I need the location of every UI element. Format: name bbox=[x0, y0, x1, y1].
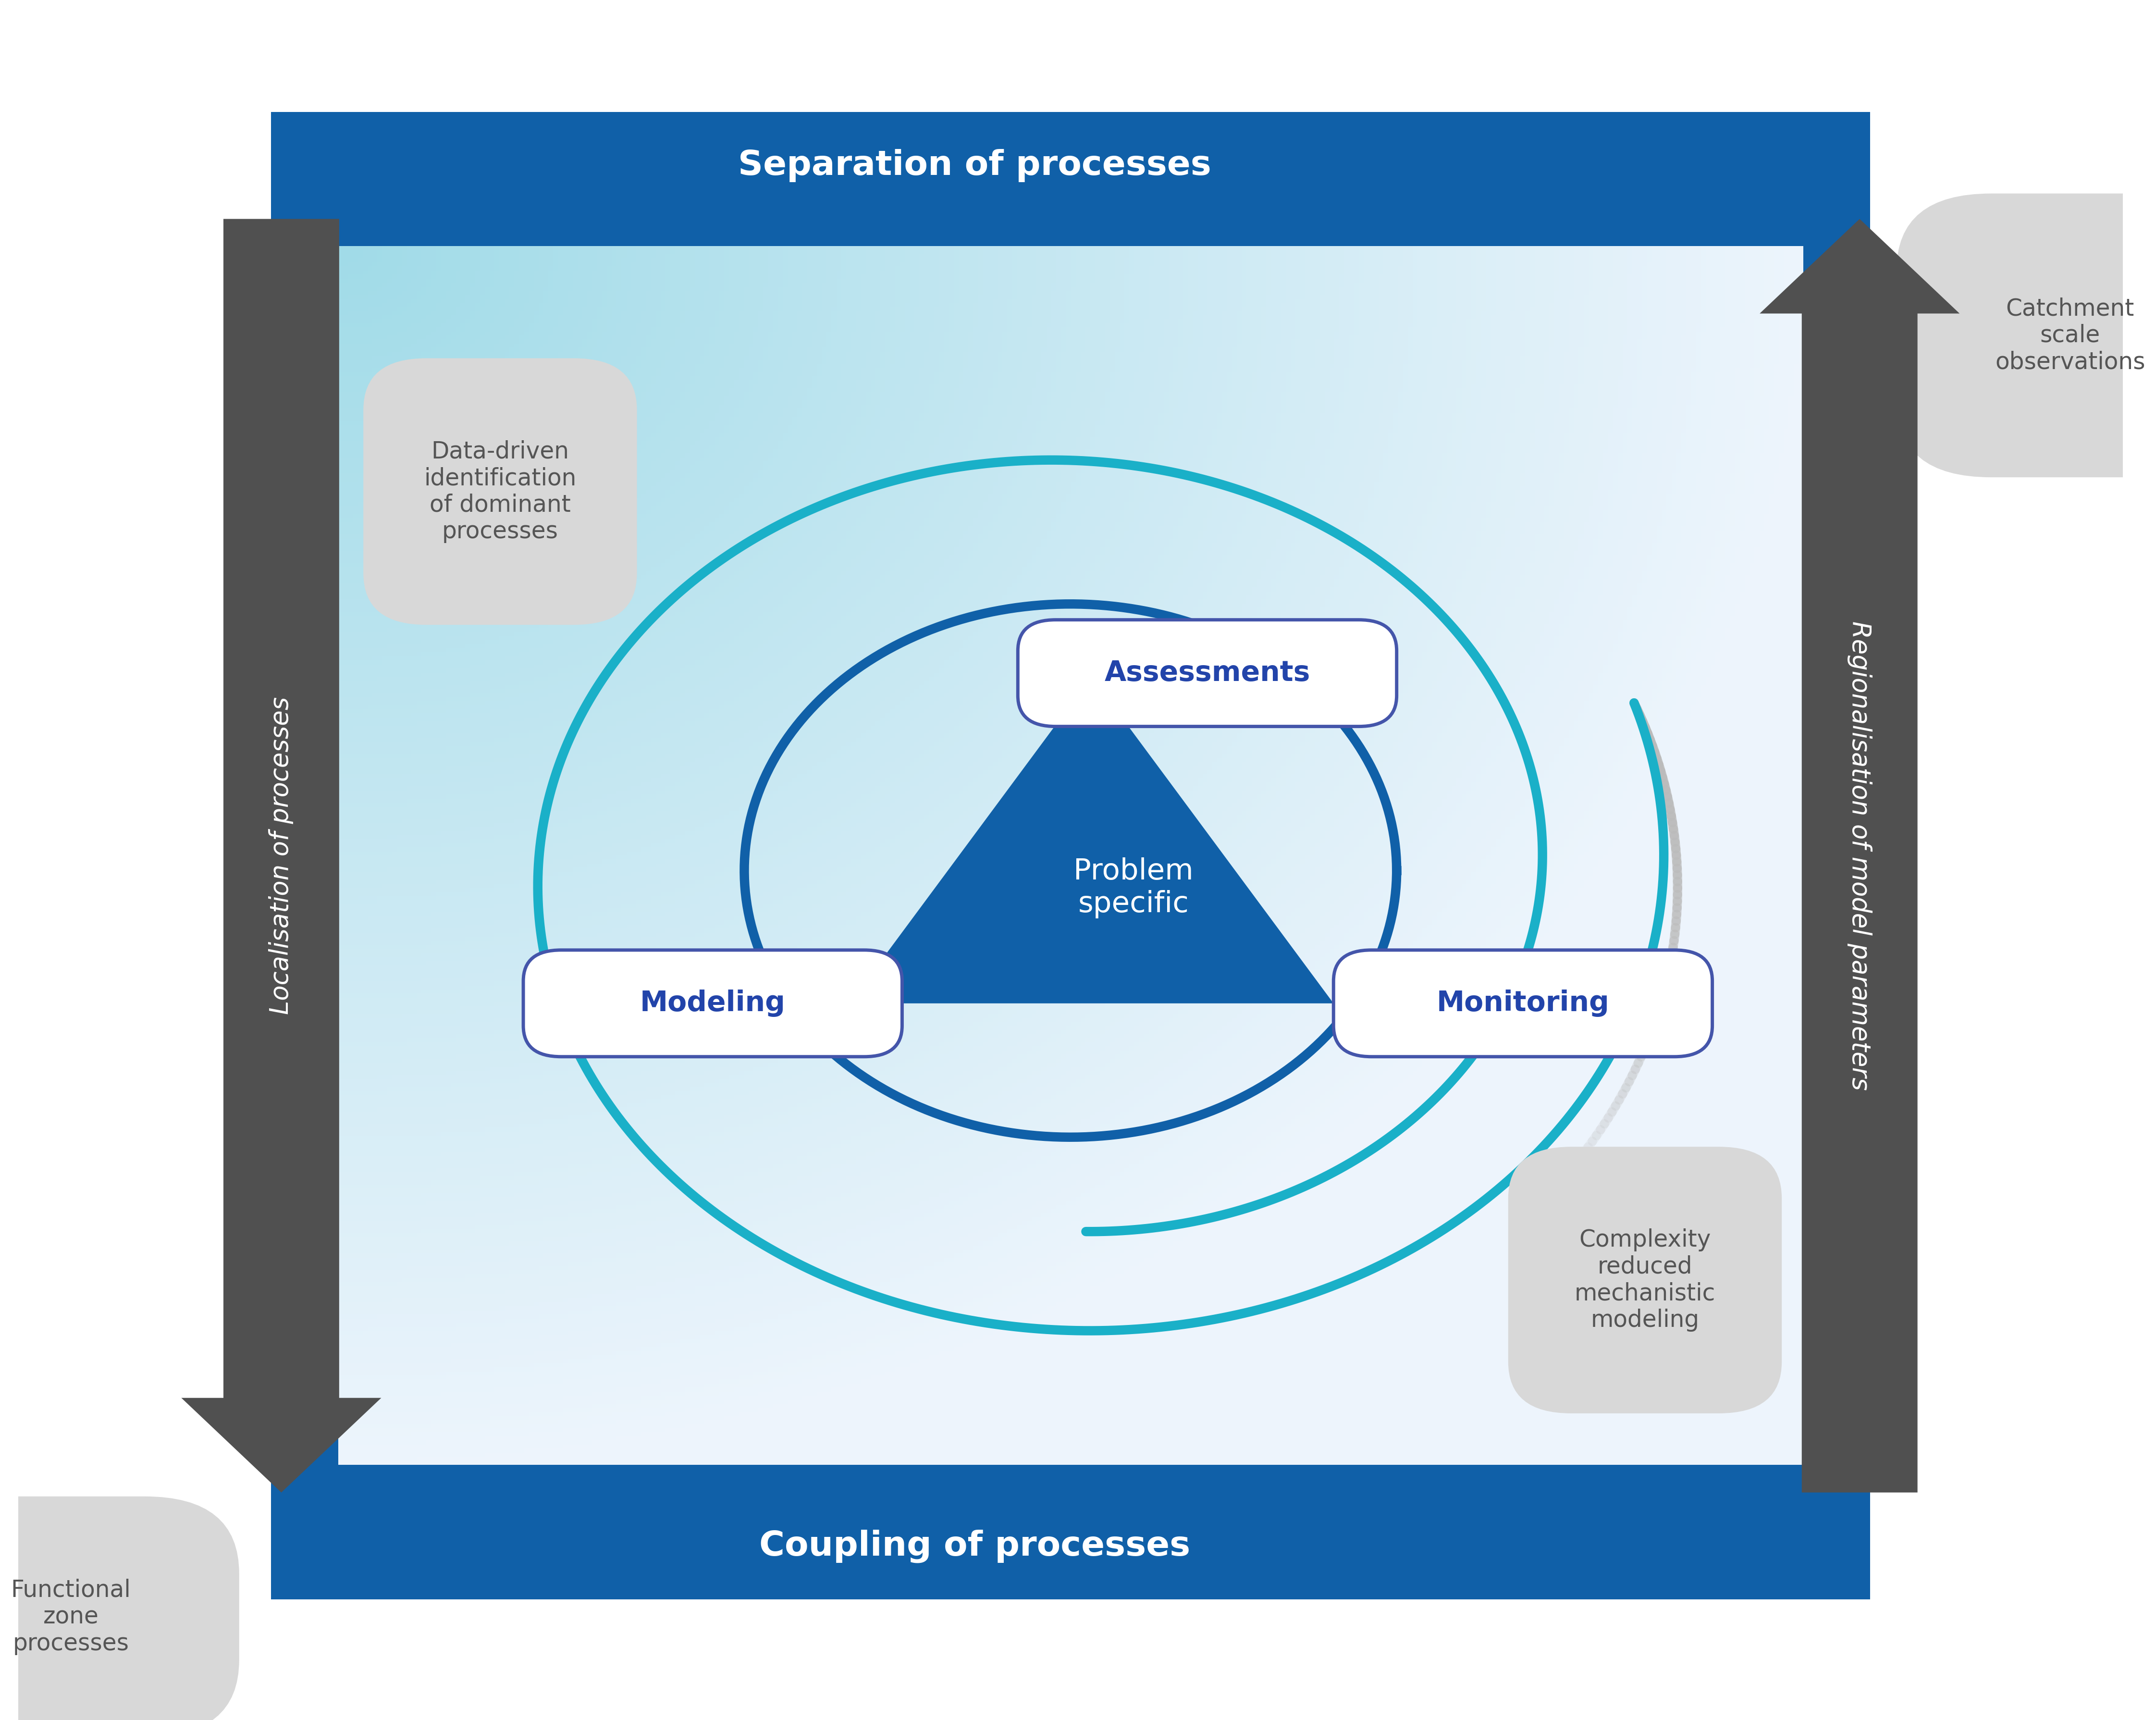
Text: Functional
zone
processes: Functional zone processes bbox=[11, 1579, 132, 1655]
FancyBboxPatch shape bbox=[0, 1496, 239, 1720]
FancyBboxPatch shape bbox=[1018, 619, 1397, 726]
FancyBboxPatch shape bbox=[524, 949, 901, 1056]
Text: Complexity
reduced
mechanistic
modeling: Complexity reduced mechanistic modeling bbox=[1574, 1228, 1716, 1331]
FancyArrow shape bbox=[1759, 218, 1960, 1493]
Text: Problem
specific: Problem specific bbox=[1074, 857, 1194, 918]
Text: Assessments: Assessments bbox=[1104, 659, 1311, 686]
FancyBboxPatch shape bbox=[272, 1493, 1869, 1600]
FancyBboxPatch shape bbox=[1335, 949, 1712, 1056]
Text: Regionalisation of model parameters: Regionalisation of model parameters bbox=[1848, 621, 1871, 1090]
FancyBboxPatch shape bbox=[272, 112, 1869, 218]
FancyArrow shape bbox=[181, 218, 382, 1493]
Polygon shape bbox=[849, 676, 1335, 1003]
FancyBboxPatch shape bbox=[272, 112, 1869, 1600]
Text: Modeling: Modeling bbox=[640, 989, 785, 1017]
FancyBboxPatch shape bbox=[1897, 193, 2156, 476]
Text: Separation of processes: Separation of processes bbox=[737, 150, 1212, 182]
Text: Monitoring: Monitoring bbox=[1436, 989, 1608, 1017]
Text: Data-driven
identification
of dominant
processes: Data-driven identification of dominant p… bbox=[425, 440, 576, 544]
Text: Catchment
scale
observations: Catchment scale observations bbox=[1994, 298, 2145, 373]
Text: Coupling of processes: Coupling of processes bbox=[759, 1529, 1190, 1563]
FancyBboxPatch shape bbox=[364, 358, 636, 624]
FancyBboxPatch shape bbox=[1509, 1147, 1781, 1414]
Text: Localisation of processes: Localisation of processes bbox=[270, 697, 293, 1015]
